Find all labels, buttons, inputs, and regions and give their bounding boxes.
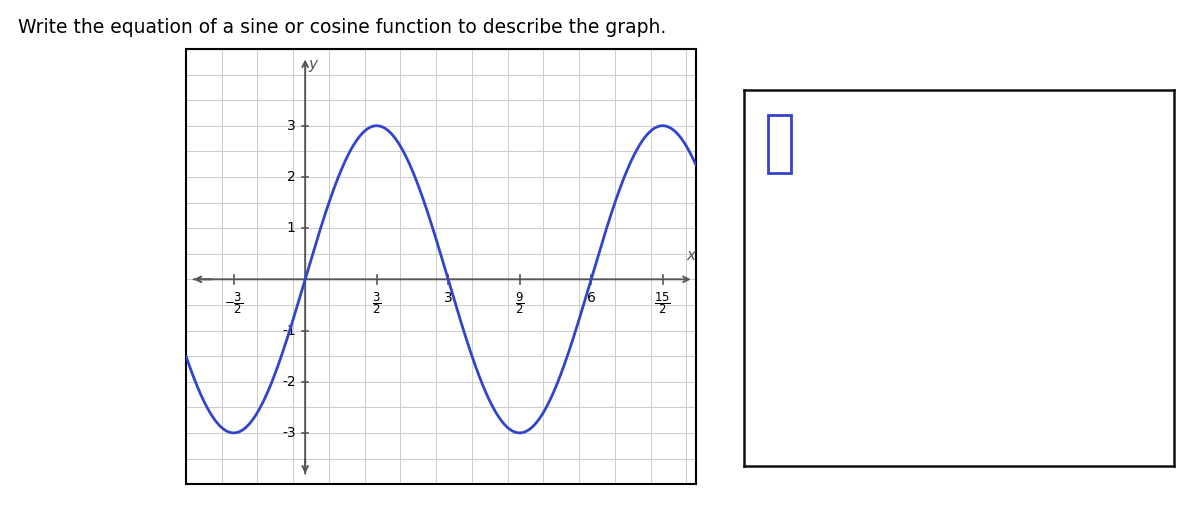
- Text: 2: 2: [287, 170, 295, 184]
- Text: $x$: $x$: [686, 248, 698, 263]
- Text: 1: 1: [287, 221, 295, 235]
- Text: -2: -2: [282, 375, 295, 389]
- Text: Write the equation of a sine or cosine function to describe the graph.: Write the equation of a sine or cosine f…: [18, 18, 666, 37]
- Text: $3$: $3$: [443, 290, 452, 304]
- Text: -3: -3: [282, 426, 295, 440]
- Text: $\dfrac{3}{2}$: $\dfrac{3}{2}$: [372, 290, 382, 316]
- Text: $\dfrac{15}{2}$: $\dfrac{15}{2}$: [654, 290, 671, 316]
- Text: $y$: $y$: [308, 58, 319, 74]
- Text: $\dfrac{9}{2}$: $\dfrac{9}{2}$: [515, 290, 524, 316]
- FancyBboxPatch shape: [768, 114, 791, 173]
- Text: $6$: $6$: [586, 290, 596, 304]
- Text: $-\dfrac{3}{2}$: $-\dfrac{3}{2}$: [224, 290, 244, 316]
- Text: 3: 3: [287, 119, 295, 133]
- Text: -1: -1: [282, 323, 295, 337]
